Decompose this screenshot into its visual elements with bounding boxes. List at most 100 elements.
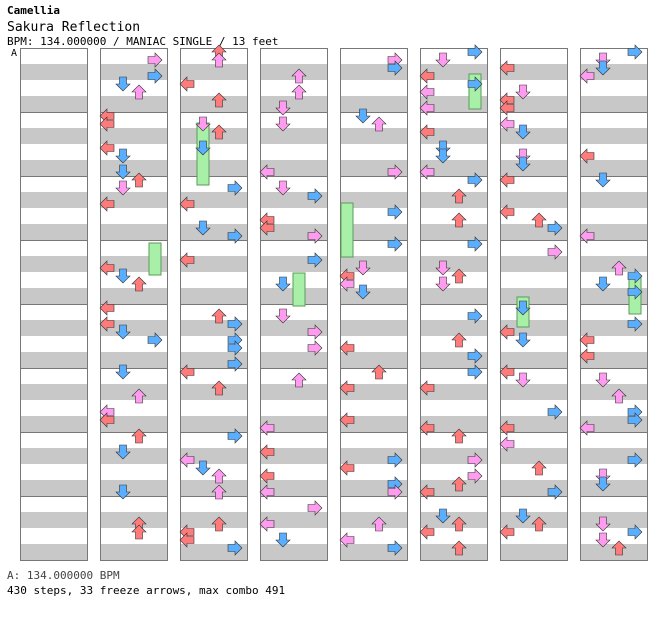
down-arrow-icon — [355, 260, 371, 276]
up-arrow-icon — [451, 428, 467, 444]
up-arrow-icon — [371, 116, 387, 132]
left-arrow-icon — [259, 468, 275, 484]
left-arrow-icon — [259, 420, 275, 436]
up-arrow-icon — [531, 212, 547, 228]
up-arrow-icon — [611, 388, 627, 404]
down-arrow-icon — [595, 172, 611, 188]
right-arrow-icon — [467, 236, 483, 252]
up-arrow-icon — [531, 516, 547, 532]
down-arrow-icon — [115, 324, 131, 340]
up-arrow-icon — [371, 364, 387, 380]
left-arrow-icon — [499, 524, 515, 540]
up-arrow-icon — [451, 212, 467, 228]
up-arrow-icon — [451, 268, 467, 284]
right-arrow-icon — [307, 188, 323, 204]
down-arrow-icon — [355, 284, 371, 300]
left-arrow-icon — [499, 324, 515, 340]
down-arrow-icon — [195, 140, 211, 156]
stats-footer: 430 steps, 33 freeze arrows, max combo 4… — [7, 584, 286, 597]
right-arrow-icon — [467, 348, 483, 364]
down-arrow-icon — [355, 108, 371, 124]
down-arrow-icon — [515, 300, 531, 316]
right-arrow-icon — [387, 204, 403, 220]
right-arrow-icon — [467, 44, 483, 60]
bpm-footer: A: 134.000000 BPM — [7, 569, 120, 582]
left-arrow-icon — [419, 484, 435, 500]
right-arrow-icon — [547, 220, 563, 236]
down-arrow-icon — [595, 476, 611, 492]
right-arrow-icon — [227, 180, 243, 196]
down-arrow-icon — [515, 508, 531, 524]
down-arrow-icon — [435, 508, 451, 524]
left-arrow-icon — [179, 452, 195, 468]
down-arrow-icon — [275, 276, 291, 292]
left-arrow-icon — [499, 364, 515, 380]
down-arrow-icon — [275, 532, 291, 548]
left-arrow-icon — [579, 332, 595, 348]
down-arrow-icon — [595, 276, 611, 292]
left-arrow-icon — [179, 364, 195, 380]
up-arrow-icon — [211, 380, 227, 396]
up-arrow-icon — [371, 516, 387, 532]
down-arrow-icon — [115, 268, 131, 284]
right-arrow-icon — [467, 452, 483, 468]
down-arrow-icon — [435, 148, 451, 164]
up-arrow-icon — [211, 92, 227, 108]
chart-column — [259, 48, 328, 561]
freeze-arrow-icon — [292, 272, 306, 307]
right-arrow-icon — [227, 340, 243, 356]
chart-column — [20, 48, 88, 561]
left-arrow-icon — [259, 444, 275, 460]
left-arrow-icon — [99, 316, 115, 332]
up-arrow-icon — [211, 516, 227, 532]
left-arrow-icon — [419, 100, 435, 116]
up-arrow-icon — [211, 468, 227, 484]
chart-column — [99, 48, 168, 561]
down-arrow-icon — [515, 84, 531, 100]
chart-column — [499, 48, 568, 561]
left-arrow-icon — [99, 116, 115, 132]
down-arrow-icon — [115, 76, 131, 92]
up-arrow-icon — [131, 276, 147, 292]
left-arrow-icon — [99, 412, 115, 428]
down-arrow-icon — [275, 116, 291, 132]
left-arrow-icon — [499, 420, 515, 436]
up-arrow-icon — [291, 84, 307, 100]
left-arrow-icon — [179, 76, 195, 92]
up-arrow-icon — [451, 188, 467, 204]
right-arrow-icon — [227, 428, 243, 444]
right-arrow-icon — [467, 468, 483, 484]
left-arrow-icon — [419, 380, 435, 396]
right-arrow-icon — [627, 524, 643, 540]
right-arrow-icon — [627, 284, 643, 300]
chart-column — [179, 44, 248, 561]
right-arrow-icon — [467, 364, 483, 380]
left-arrow-icon — [99, 140, 115, 156]
right-arrow-icon — [307, 500, 323, 516]
down-arrow-icon — [275, 100, 291, 116]
up-arrow-icon — [291, 68, 307, 84]
right-arrow-icon — [627, 44, 643, 60]
up-arrow-icon — [211, 124, 227, 140]
left-arrow-icon — [419, 68, 435, 84]
left-arrow-icon — [499, 204, 515, 220]
down-arrow-icon — [195, 460, 211, 476]
freeze-arrow-icon — [148, 242, 162, 276]
down-arrow-icon — [515, 156, 531, 172]
down-arrow-icon — [515, 332, 531, 348]
down-arrow-icon — [435, 260, 451, 276]
left-arrow-icon — [499, 172, 515, 188]
right-arrow-icon — [387, 452, 403, 468]
down-arrow-icon — [115, 444, 131, 460]
down-arrow-icon — [595, 372, 611, 388]
up-arrow-icon — [131, 84, 147, 100]
left-arrow-icon — [339, 276, 355, 292]
right-arrow-icon — [227, 316, 243, 332]
right-arrow-icon — [387, 164, 403, 180]
right-arrow-icon — [147, 68, 163, 84]
up-arrow-icon — [611, 540, 627, 556]
right-arrow-icon — [387, 60, 403, 76]
right-arrow-icon — [147, 332, 163, 348]
up-arrow-icon — [131, 388, 147, 404]
right-arrow-icon — [547, 244, 563, 260]
